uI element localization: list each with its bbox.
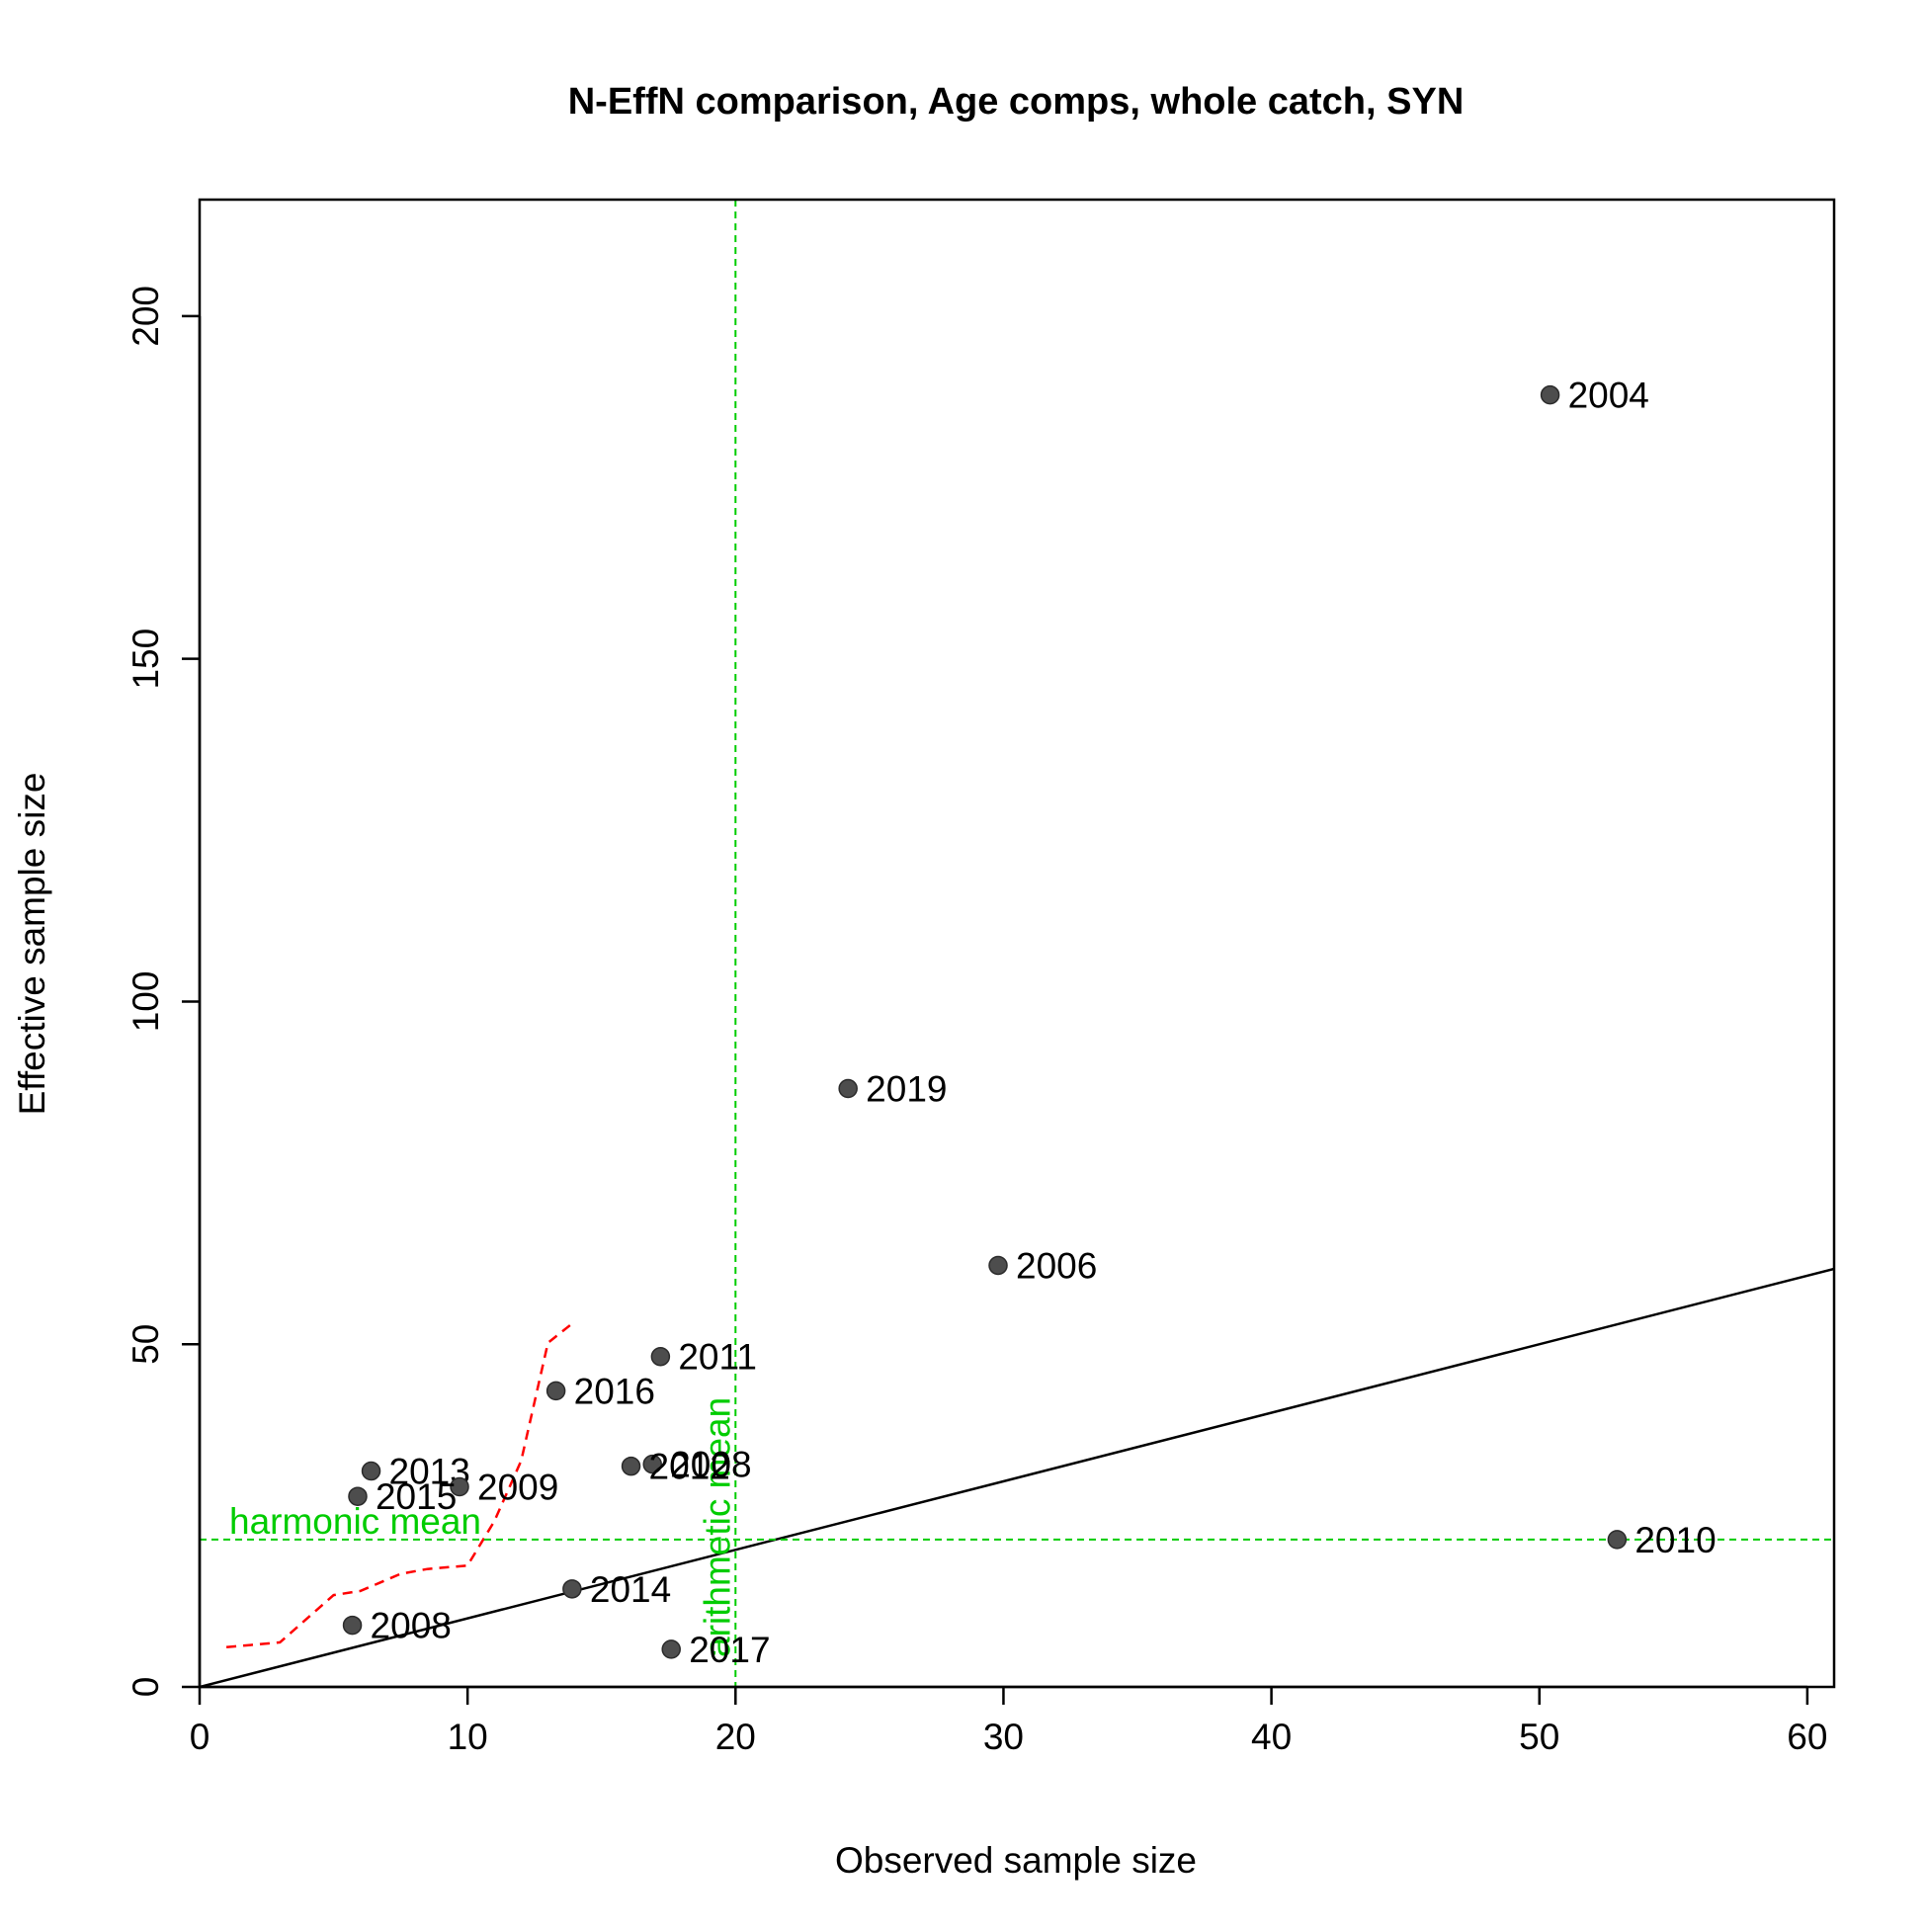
data-point bbox=[348, 1486, 368, 1506]
point-label: 2015 bbox=[376, 1476, 457, 1517]
x-axis-label: Observed sample size bbox=[835, 1840, 1197, 1881]
point-label: 2004 bbox=[1568, 376, 1649, 416]
data-point bbox=[1607, 1530, 1628, 1550]
y-tick-label: 150 bbox=[126, 629, 166, 690]
data-point bbox=[1540, 384, 1560, 405]
point-label: 2014 bbox=[590, 1569, 671, 1610]
x-tick-label: 30 bbox=[983, 1717, 1024, 1757]
point-label: 2016 bbox=[574, 1371, 655, 1411]
plot-content bbox=[200, 200, 1834, 1687]
data-point bbox=[988, 1255, 1008, 1276]
data-point bbox=[838, 1078, 858, 1099]
data-point bbox=[450, 1476, 469, 1497]
chart-title: N-EffN comparison, Age comps, whole catc… bbox=[568, 81, 1465, 123]
plot-area: harmonic mean arithmetic mean200420192006… bbox=[126, 198, 1836, 1757]
y-tick-label: 50 bbox=[126, 1324, 166, 1365]
data-point bbox=[661, 1639, 681, 1659]
harmonic-mean-label: harmonic mean bbox=[229, 1501, 481, 1542]
x-tick-label: 60 bbox=[1787, 1717, 1827, 1757]
x-tick-label: 0 bbox=[190, 1717, 210, 1757]
data-point bbox=[545, 1381, 566, 1401]
point-label: 2017 bbox=[689, 1630, 770, 1670]
data-point bbox=[562, 1579, 582, 1599]
point-label: 2006 bbox=[1016, 1245, 1097, 1286]
y-axis-label: Effective sample size bbox=[12, 773, 52, 1116]
x-tick-label: 10 bbox=[448, 1717, 488, 1757]
y-tick-label: 200 bbox=[126, 286, 166, 347]
point-label: 2009 bbox=[477, 1467, 558, 1507]
data-point bbox=[642, 1454, 662, 1474]
smoother-line bbox=[225, 1320, 576, 1649]
point-label: 2012 bbox=[649, 1447, 730, 1487]
point-label: 2010 bbox=[1634, 1520, 1716, 1560]
identity-line bbox=[200, 1267, 1834, 1687]
point-label: 2008 bbox=[371, 1606, 452, 1646]
x-tick-label: 40 bbox=[1251, 1717, 1292, 1757]
data-point bbox=[361, 1461, 381, 1481]
point-label: 2008 bbox=[670, 1445, 751, 1485]
x-tick-label: 20 bbox=[715, 1717, 756, 1757]
point-label: 2011 bbox=[678, 1337, 757, 1378]
y-tick-label: 0 bbox=[126, 1677, 166, 1698]
data-point bbox=[621, 1456, 641, 1476]
point-label: 2019 bbox=[866, 1069, 947, 1110]
arithmetic-mean-label: arithmetic mean bbox=[697, 1397, 737, 1657]
data-point bbox=[650, 1346, 671, 1367]
data-point bbox=[342, 1615, 363, 1636]
x-tick-label: 50 bbox=[1519, 1717, 1559, 1757]
y-tick-label: 100 bbox=[126, 971, 166, 1033]
